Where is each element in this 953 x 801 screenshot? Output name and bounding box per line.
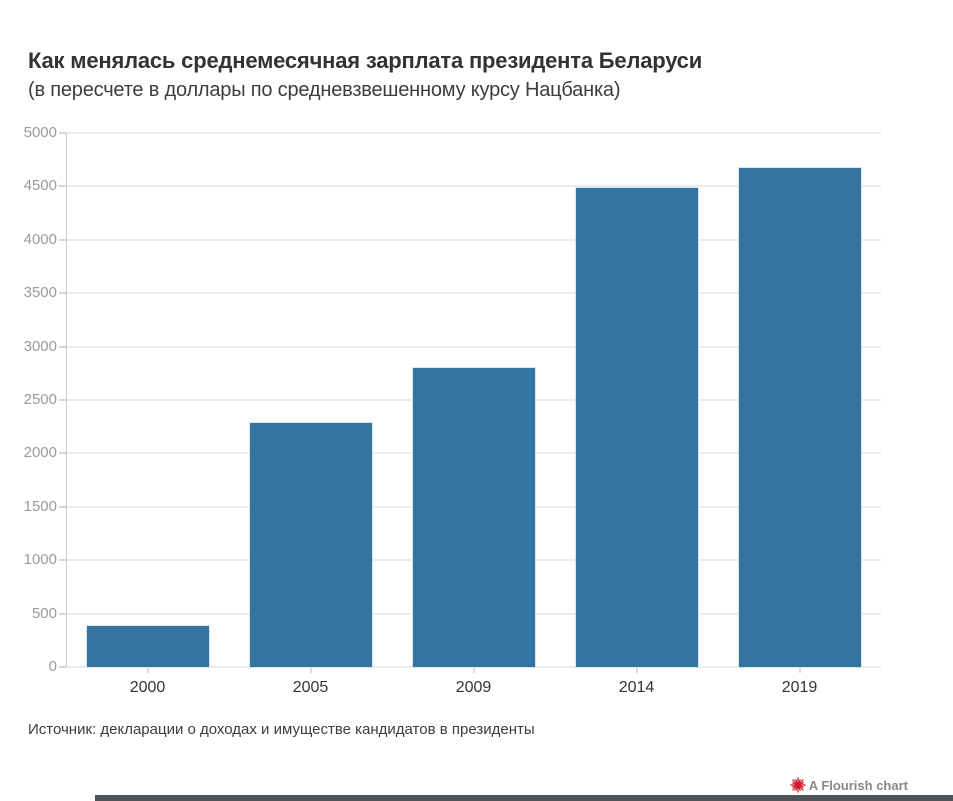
x-axis-label-2000: 2000 [129,679,166,696]
y-axis-tick-2500 [59,399,66,401]
y-axis-label-3000: 3000 [23,337,57,355]
x-axis-label-2019: 2019 [781,679,818,696]
y-axis-tick-4000 [59,238,66,241]
y-axis-label-2500: 2500 [23,391,57,408]
y-axis-tick-2000 [59,452,66,455]
bar-2009 [413,368,535,667]
y-axis-tick-4500 [59,185,66,188]
y-axis-tick-0 [59,666,66,668]
y-axis-label-5000: 5000 [23,124,57,141]
y-axis-tick-3000 [59,345,66,348]
x-axis-tick-2009 [472,667,475,673]
y-axis-tick-500 [59,612,66,615]
bar-2019 [739,168,861,667]
flourish-starburst-icon [790,777,806,793]
y-axis-label-1000: 1000 [23,551,57,569]
y-axis-label-4500: 4500 [23,177,57,195]
flourish-attribution-label: A Flourish chart [808,777,908,793]
bar-2000 [87,626,209,667]
y-axis-line [66,133,67,667]
horizontal-scrollbar[interactable] [95,795,953,801]
y-axis-label-0: 0 [48,658,57,675]
bar-2014 [576,188,698,667]
y-axis-label-2000: 2000 [23,444,57,462]
chart-title: Как менялась среднемесячная зарплата пре… [28,48,703,73]
source-note: Источник: декларации о доходах и имущест… [28,721,535,738]
y-axis-tick-3500 [59,292,66,295]
y-axis-tick-1000 [59,559,66,562]
bar-2005 [250,423,372,667]
x-axis-tick-2005 [309,667,312,673]
gridline-4500 [66,185,881,188]
x-axis-tick-2019 [798,667,801,673]
y-axis-label-1500: 1500 [23,497,57,515]
y-axis-tick-1500 [59,505,66,508]
gridline-3000 [66,345,881,348]
x-axis-tick-2000 [146,667,149,673]
gridline-4000 [66,238,881,241]
chart-subtitle: (в пересчете в доллары по средневзвешенн… [28,79,621,101]
x-axis-label-2014: 2014 [618,679,655,696]
gridline-3500 [66,292,881,295]
y-axis-label-3500: 3500 [23,284,57,302]
y-axis-label-500: 500 [31,604,57,622]
y-axis-tick-5000 [59,132,66,134]
flourish-attribution-link[interactable]: A Flourish chart [790,777,908,793]
x-axis-tick-2014 [635,667,638,673]
x-axis-label-2005: 2005 [292,679,329,696]
x-axis-label-2009: 2009 [455,679,492,696]
gridline-5000 [66,132,881,134]
y-axis-label-4000: 4000 [23,230,57,248]
